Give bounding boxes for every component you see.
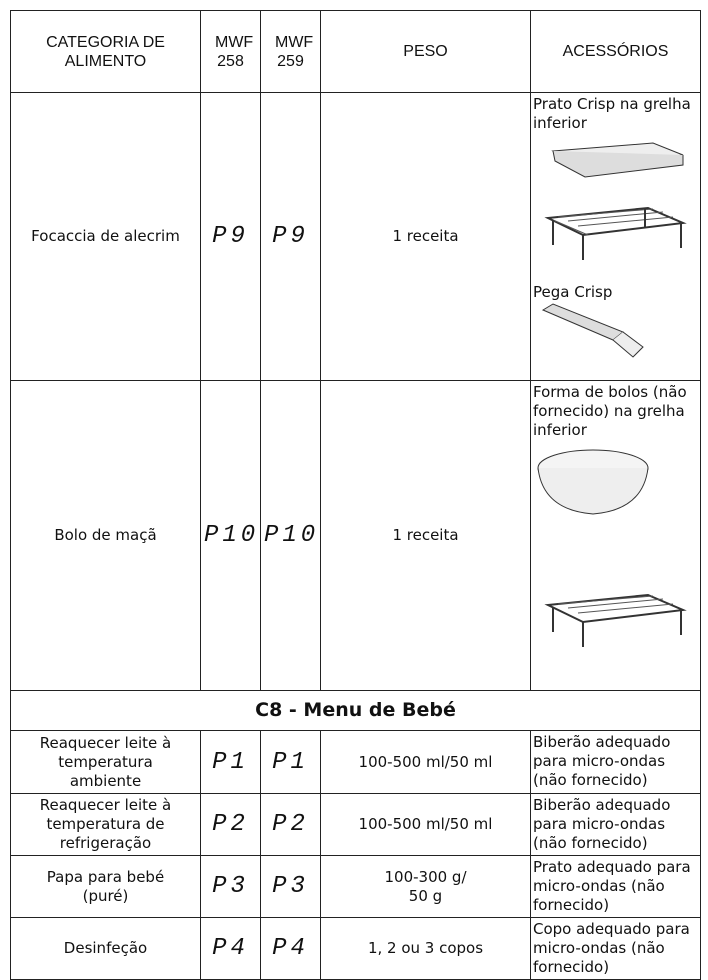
row: Desinfeção P4 P4 1, 2 ou 3 copos Copo ad… — [10, 917, 701, 980]
header-row: CATEGORIA DE ALIMENTO MWF 258 MWF 259 PE… — [10, 10, 701, 93]
weight: 100-300 g/ 50 g — [320, 855, 531, 918]
code: P10 — [260, 380, 321, 691]
row: Papa para bebé (puré) P3 P3 100-300 g/ 5… — [10, 855, 701, 918]
code: P10 — [200, 380, 261, 691]
code: P9 — [200, 92, 261, 381]
tray-rack-icon — [544, 142, 687, 260]
code: P4 — [260, 917, 321, 980]
accessories: Biberão adequado para micro-ondas (não f… — [530, 730, 701, 794]
accessories: Prato adequado para micro-ondas (não for… — [530, 855, 701, 918]
weight: 1 receita — [320, 92, 531, 381]
weight: 1 receita — [320, 380, 531, 691]
row: Focaccia de alecrim P9 P9 1 receita Prat… — [10, 92, 701, 381]
code: P1 — [260, 730, 321, 794]
program-table: CATEGORIA DE ALIMENTO MWF 258 MWF 259 PE… — [10, 10, 701, 980]
accessory-text: Prato Crisp na grelha inferior — [533, 95, 691, 132]
accessories: Copo adequado para micro-ondas (não forn… — [530, 917, 701, 980]
section-title: C8 - Menu de Bebé — [10, 690, 701, 731]
accessory-text: Forma de bolos (não fornecido) na grelha… — [533, 383, 687, 439]
weight: 100-500 ml/50 ml — [320, 793, 531, 856]
header-cell: MWF 258 — [200, 10, 261, 93]
code: P1 — [200, 730, 261, 794]
row: Reaquecer leite à temperatura de refrige… — [10, 793, 701, 856]
code: P2 — [200, 793, 261, 856]
code: P3 — [200, 855, 261, 918]
header-cell: PESO — [320, 10, 531, 93]
food: Desinfeção — [10, 917, 201, 980]
food: Reaquecer leite à temperatura ambiente — [10, 730, 201, 794]
header-cell: ACESSÓRIOS — [530, 10, 701, 93]
food: Reaquecer leite à temperatura de refrige… — [10, 793, 201, 856]
row: Reaquecer leite à temperatura ambiente P… — [10, 730, 701, 794]
code: P4 — [200, 917, 261, 980]
weight: 1, 2 ou 3 copos — [320, 917, 531, 980]
accessories: Prato Crisp na grelha inferior Pega Cris… — [530, 92, 701, 381]
bowl-rack-icon — [537, 449, 687, 647]
food: Papa para bebé (puré) — [10, 855, 201, 918]
handle-icon — [541, 303, 644, 358]
header-cell: CATEGORIA DE ALIMENTO — [10, 10, 201, 93]
section-row: C8 - Menu de Bebé — [10, 690, 701, 731]
row: Bolo de maçã P10 P10 1 receita Forma de … — [10, 380, 701, 691]
accessories: Biberão adequado para micro-ondas (não f… — [530, 793, 701, 856]
food: Focaccia de alecrim — [10, 92, 201, 381]
accessories: Forma de bolos (não fornecido) na grelha… — [530, 380, 701, 691]
accessory-text: Pega Crisp — [533, 283, 613, 301]
code: P3 — [260, 855, 321, 918]
code: P9 — [260, 92, 321, 381]
code: P2 — [260, 793, 321, 856]
food: Bolo de maçã — [10, 380, 201, 691]
header-cell: MWF 259 — [260, 10, 321, 93]
weight: 100-500 ml/50 ml — [320, 730, 531, 794]
